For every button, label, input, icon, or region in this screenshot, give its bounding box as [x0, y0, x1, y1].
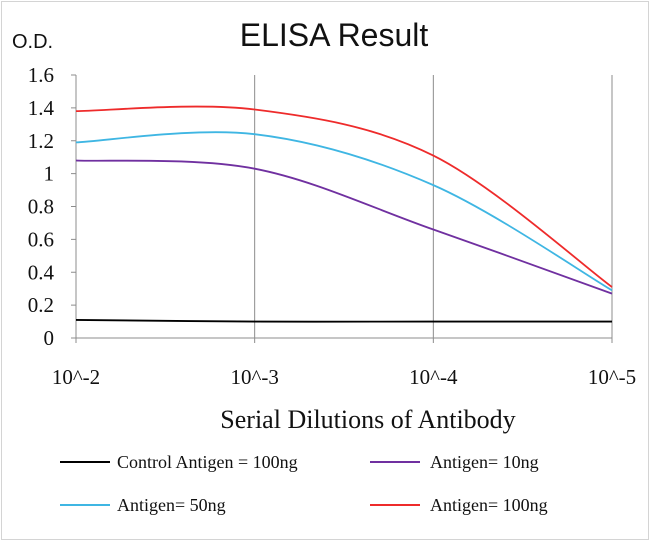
y-tick-label: 0.6 [28, 227, 54, 251]
chart-title: ELISA Result [240, 17, 429, 53]
y-tick-label: 0.8 [28, 195, 54, 219]
y-axis-label: O.D. [12, 31, 53, 53]
x-tick-label: 10^-2 [52, 365, 100, 389]
x-axis-label: Serial Dilutions of Antibody [220, 405, 515, 434]
y-tick-label: 1.4 [28, 96, 55, 120]
legend: Control Antigen = 100ng Antigen= 10ng Anti… [60, 452, 548, 515]
grid [254, 75, 613, 338]
series-line-2 [75, 159, 613, 295]
y-tick-label: 0.4 [28, 260, 55, 284]
x-tick-label: 10^-4 [409, 365, 458, 389]
series-line-3 [75, 131, 613, 292]
legend-label: Antigen= 10ng [430, 452, 539, 472]
y-tick-label: 1.6 [28, 63, 54, 87]
x-tick-label: 10^-3 [230, 365, 278, 389]
legend-label: Control Antigen = 100ng [117, 452, 298, 472]
x-tick-label: 10^-5 [588, 365, 636, 389]
y-tick-label: 0 [44, 326, 55, 350]
y-tick-label: 1.2 [28, 129, 54, 153]
y-tick-label: 1 [44, 162, 55, 186]
legend-label: Antigen= 100ng [430, 495, 548, 515]
series-line-1 [75, 319, 612, 323]
series-line-4 [75, 105, 613, 288]
legend-label: Antigen= 50ng [117, 495, 226, 515]
tick-labels: 0 0.2 0.4 0.6 0.8 1 1.2 1.4 1.6 10^-2 10^-3 10^-4 10… [28, 63, 636, 389]
series-lines [75, 105, 613, 323]
y-tick-label: 0.2 [28, 293, 54, 317]
axes [75, 75, 612, 339]
